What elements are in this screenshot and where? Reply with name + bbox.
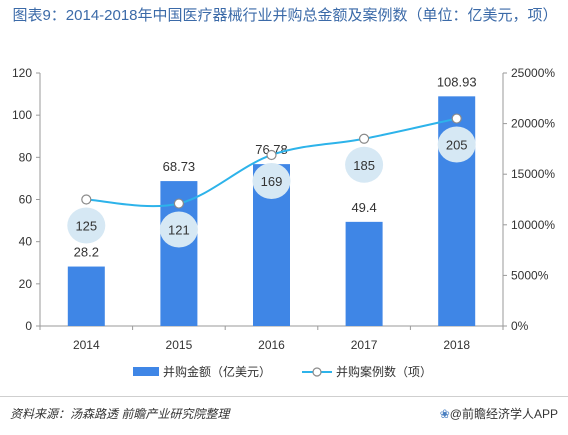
line-value-bubble [159, 211, 198, 248]
line-value-bubble [252, 162, 291, 199]
footer: 资料来源：汤森路透 前瞻产业研究院整理 ❀@前瞻经济学人APP [0, 396, 568, 435]
brand-credit: ❀@前瞻经济学人APP [440, 405, 558, 422]
line-value-label: 121 [168, 223, 190, 238]
y-left-tick-label: 20 [19, 277, 33, 291]
bar-value-label: 68.73 [163, 159, 196, 174]
y-right-tick-label: 0% [511, 319, 529, 333]
y-left-tick-label: 60 [19, 193, 33, 207]
line-value-bubble [437, 126, 476, 163]
bar [345, 221, 383, 326]
line-point [359, 133, 370, 144]
bar-value-label: 28.2 [74, 245, 99, 260]
line-point [81, 194, 92, 205]
x-tick-label: 2016 [258, 338, 285, 352]
line-value-label: 205 [446, 138, 468, 153]
line-value-label: 185 [353, 158, 375, 173]
y-right-tick-label: 10000% [511, 218, 555, 232]
line-value-label: 169 [261, 174, 283, 189]
legend-bar-label: 并购金额（亿美元） [163, 364, 271, 379]
chart-title: 图表9：2014-2018年中国医疗器械行业并购总金额及案例数（单位：亿美元，项… [12, 7, 558, 24]
x-tick-label: 2014 [73, 338, 100, 352]
x-tick-label: 2018 [443, 338, 470, 352]
bar [67, 266, 105, 326]
y-right-tick-label: 5000% [511, 268, 549, 282]
line-value-label: 125 [75, 219, 97, 234]
y-left-tick-label: 100 [12, 108, 32, 122]
line-value-bubble [345, 146, 384, 183]
line-value-bubble [67, 207, 106, 244]
y-left-tick-label: 0 [25, 319, 32, 333]
brand-label: @前瞻经济学人APP [449, 407, 558, 421]
bar-value-label: 108.93 [437, 74, 477, 89]
y-right-tick-label: 15000% [511, 167, 555, 181]
y-left-tick-label: 120 [12, 66, 32, 80]
x-tick-label: 2017 [351, 338, 378, 352]
y-left-tick-label: 40 [19, 235, 33, 249]
legend-line-marker [312, 367, 322, 377]
x-tick-label: 2015 [166, 338, 193, 352]
legend-bar-swatch [133, 367, 159, 376]
legend-line-label: 并购案例数（项） [336, 364, 432, 379]
bar-value-label: 49.4 [351, 200, 376, 215]
source-note: 资料来源：汤森路透 前瞻产业研究院整理 [10, 407, 230, 421]
y-right-tick-label: 25000% [511, 66, 555, 80]
line-point [173, 198, 184, 209]
chart-canvas: 0 20 40 60 80 100 120 0% 5000% 10000% 15000% 20000%… [12, 66, 555, 379]
line-point [451, 113, 462, 124]
y-right-tick-label: 20000% [511, 117, 555, 131]
y-left-tick-label: 80 [19, 150, 33, 164]
brand-logo-icon: ❀ [439, 407, 450, 421]
line-point [266, 149, 277, 161]
